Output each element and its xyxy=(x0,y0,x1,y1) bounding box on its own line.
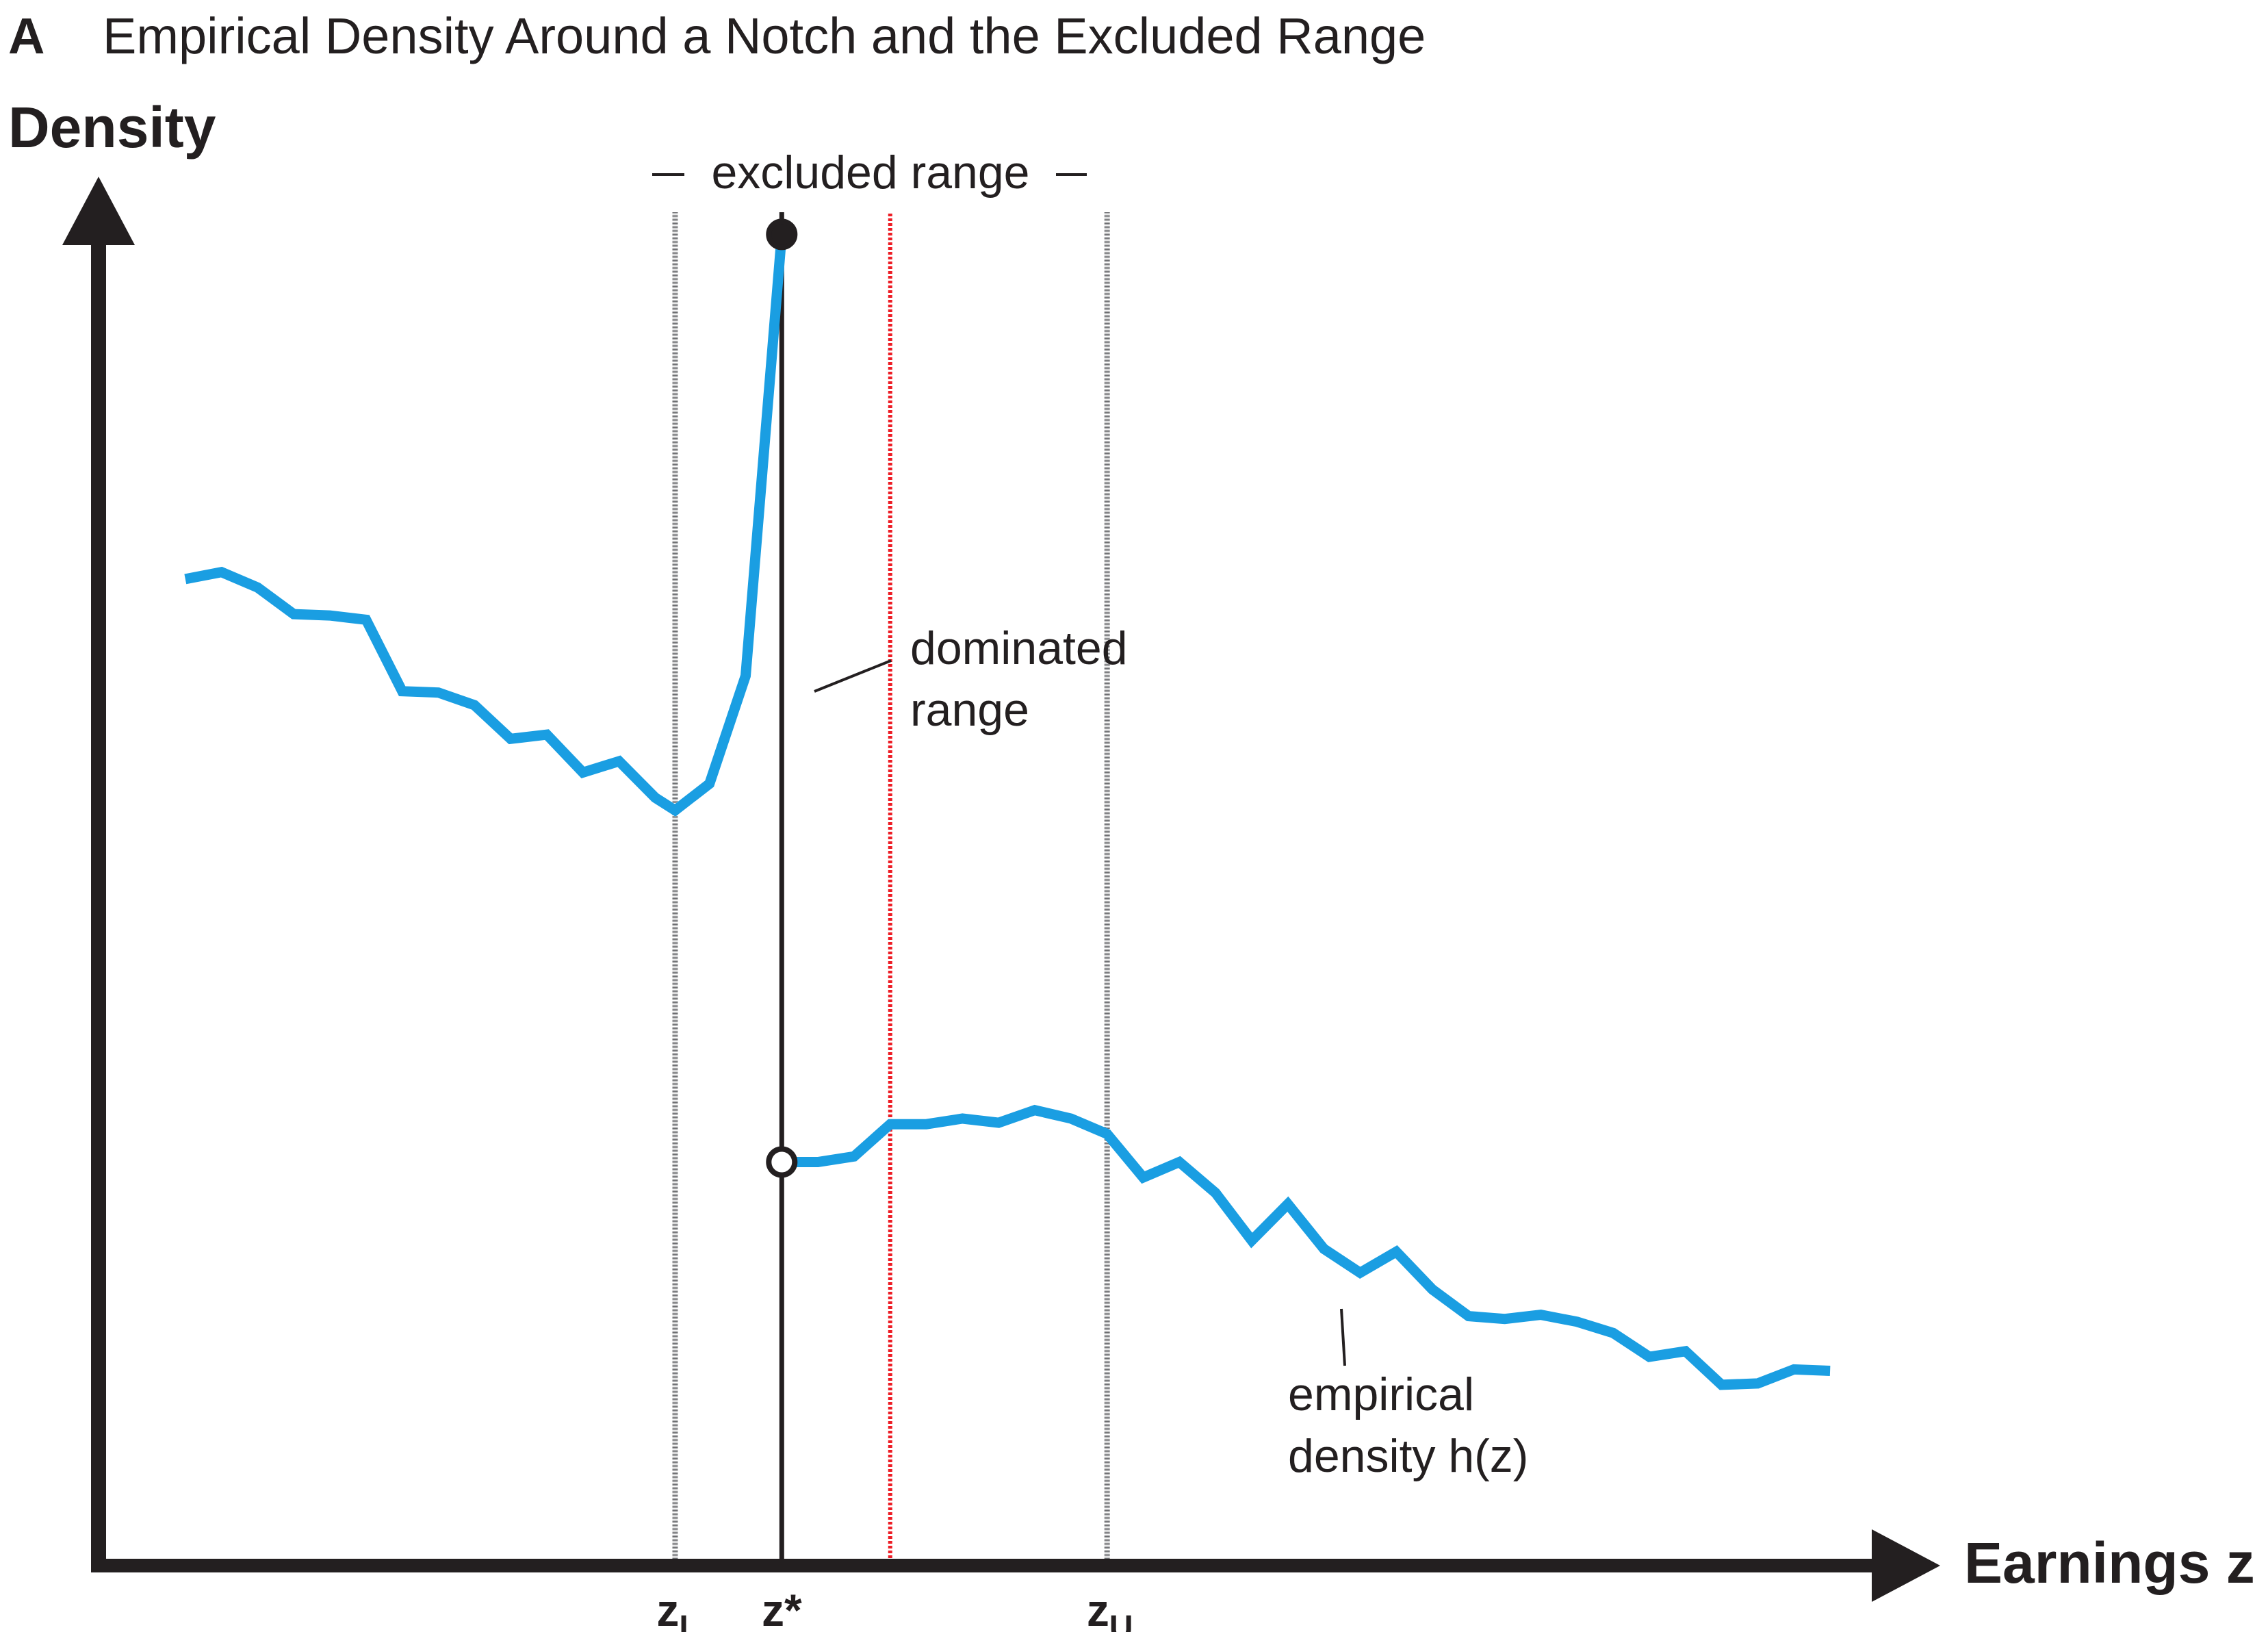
tick-label-zstar: z* xyxy=(762,1585,802,1632)
panel-letter: A xyxy=(8,8,44,64)
reference-lines xyxy=(672,212,1110,1562)
zU-line xyxy=(1104,212,1110,1562)
dominated-range-label-line2: range xyxy=(910,684,1029,736)
filled-marker xyxy=(766,218,798,251)
zL-line xyxy=(672,212,678,1562)
tick-labels: zL z* zU xyxy=(656,1585,1133,1632)
empirical-density-leader xyxy=(1340,1308,1346,1366)
tick-label-zL-sub: L xyxy=(679,1609,699,1632)
axes xyxy=(62,177,1940,1602)
tick-label-zstar-main: z xyxy=(762,1585,784,1632)
excluded-range-label: excluded range xyxy=(711,146,1029,199)
y-axis-arrow xyxy=(62,177,135,245)
empirical-density-label-line1: empirical xyxy=(1288,1368,1474,1420)
tick-label-zU-sub: U xyxy=(1109,1609,1133,1632)
x-axis-arrow xyxy=(1872,1529,1940,1602)
tick-label-zL-main: z xyxy=(656,1585,679,1632)
empirical-density-annotation: empirical density h(z) xyxy=(1288,1308,1528,1482)
x-axis-label: Earnings z xyxy=(1964,1531,2255,1595)
tick-label-zU-main: z xyxy=(1087,1585,1109,1632)
dominated-range-label-line1: dominated xyxy=(910,622,1128,674)
empirical-density-label-line2: density h(z) xyxy=(1288,1430,1528,1482)
markers xyxy=(766,218,798,1178)
open-marker xyxy=(766,1146,798,1178)
tick-label-zstar-sup: * xyxy=(784,1585,802,1632)
y-axis-label: Density xyxy=(8,95,216,160)
dominated-range-annotation: dominated range xyxy=(814,622,1128,736)
density-series-segment-1 xyxy=(184,233,787,817)
tick-label-zU: zU xyxy=(1087,1585,1133,1632)
dominated-range-leader xyxy=(814,659,892,693)
excluded-range-annotation: excluded range xyxy=(652,146,1087,199)
density-series-segment-2 xyxy=(782,1104,1831,1390)
tick-label-zL: zL xyxy=(656,1585,699,1632)
series-group xyxy=(184,233,1831,1390)
chart-title: Empirical Density Around a Notch and the… xyxy=(103,8,1426,64)
